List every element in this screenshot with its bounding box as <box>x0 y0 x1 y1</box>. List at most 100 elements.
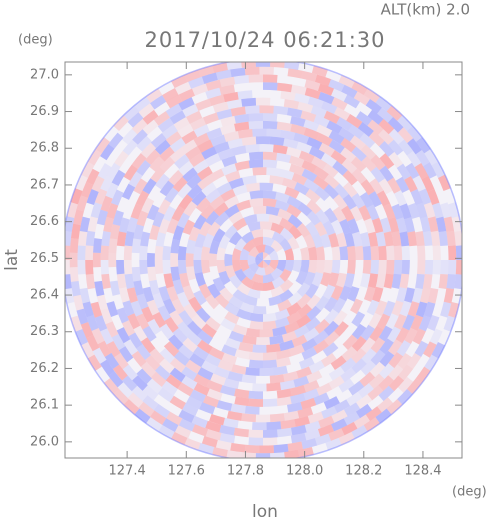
echo-cell <box>111 189 124 206</box>
echo-cell <box>410 189 424 206</box>
echo-cell <box>195 197 211 213</box>
echo-cell <box>314 74 332 87</box>
echo-cell <box>268 214 283 225</box>
echo-cell <box>279 129 296 141</box>
echo-cell <box>401 245 410 260</box>
echo-cell <box>272 144 288 155</box>
echo-cell <box>284 321 300 334</box>
echo-cell <box>157 198 171 215</box>
echo-cell <box>123 399 140 415</box>
echo-cell <box>351 146 367 162</box>
echo-cell <box>331 246 341 260</box>
echo-cell <box>276 260 287 272</box>
echo-cell <box>241 413 257 423</box>
echo-cell <box>158 218 171 234</box>
echo-cell <box>223 378 240 389</box>
echo-cell <box>290 393 306 405</box>
echo-cell <box>159 358 175 374</box>
echo-cell <box>197 330 213 345</box>
echo-cell <box>391 203 404 220</box>
echo-cell <box>188 76 205 89</box>
echo-cell <box>263 198 277 208</box>
echo-cell <box>385 260 395 275</box>
echo-cell <box>116 307 130 324</box>
echo-cell <box>236 308 251 321</box>
echo-cell <box>266 128 282 138</box>
echo-cell <box>109 280 121 296</box>
echo-cell <box>296 282 311 298</box>
echo-cell <box>300 260 310 274</box>
echo-cell <box>138 103 155 119</box>
echo-cell <box>351 335 367 352</box>
echo-cell <box>330 219 344 235</box>
echo-cell <box>251 229 263 239</box>
echo-cell <box>427 314 440 332</box>
echo-cell <box>259 367 274 376</box>
echo-cell <box>360 324 375 341</box>
echo-cell <box>378 385 395 402</box>
echo-cell <box>280 90 296 101</box>
echo-cell <box>248 74 263 83</box>
echo-cell <box>121 128 138 145</box>
echo-cell <box>396 287 408 303</box>
echo-cell <box>361 156 377 172</box>
echo-cell <box>244 66 260 76</box>
echo-cell <box>238 341 254 353</box>
echo-cell <box>340 137 357 153</box>
echo-cell <box>245 144 260 154</box>
echo-cell <box>273 105 289 116</box>
echo-cell <box>123 245 133 260</box>
echo-cell <box>304 87 321 100</box>
echo-cell <box>263 260 269 268</box>
echo-cell <box>286 195 302 209</box>
echo-cell <box>276 396 292 407</box>
echo-cell <box>311 156 328 170</box>
echo-cell <box>185 146 202 161</box>
echo-cell <box>378 325 393 342</box>
echo-cell <box>303 178 320 193</box>
echo-cell <box>176 291 190 308</box>
y-tick-label: 26.3 <box>30 324 59 339</box>
echo-cell <box>324 308 339 325</box>
echo-cell <box>76 195 89 212</box>
echo-cell <box>277 299 292 312</box>
echo-cell <box>366 299 380 316</box>
echo-cell <box>234 349 250 360</box>
echo-cell <box>218 270 231 286</box>
echo-cell <box>303 119 320 132</box>
echo-cell <box>140 231 151 247</box>
echo-cell <box>108 371 124 388</box>
echo-cell <box>248 151 263 161</box>
echo-cell <box>328 375 345 390</box>
echo-cell <box>163 273 174 289</box>
echo-cell <box>103 216 114 233</box>
echo-cell <box>362 245 372 260</box>
echo-cell <box>239 260 250 272</box>
echo-cell <box>379 141 395 157</box>
echo-cell <box>142 109 159 125</box>
echo-cell <box>199 402 216 415</box>
echo-cell <box>201 323 217 338</box>
y-tick-label: 26.0 <box>30 434 59 449</box>
echo-cell <box>231 145 247 156</box>
echo-cell <box>359 133 376 149</box>
echo-cell <box>149 279 160 296</box>
echo-cell <box>117 382 134 398</box>
echo-cell <box>370 349 386 366</box>
echo-cell <box>244 105 260 115</box>
echo-cell <box>186 110 203 124</box>
echo-cell <box>116 273 127 289</box>
echo-cell <box>161 380 178 396</box>
echo-cell <box>219 84 236 96</box>
echo-cell <box>152 312 167 328</box>
echo-cell <box>215 439 232 451</box>
echo-cell <box>136 210 149 227</box>
echo-cell <box>93 238 103 254</box>
echo-cell <box>201 146 218 160</box>
echo-cell <box>123 339 138 356</box>
echo-cell <box>265 205 280 216</box>
echo-cell <box>272 365 288 376</box>
echo-cell <box>243 214 258 225</box>
echo-cell <box>181 130 198 145</box>
echo-cell <box>287 214 303 229</box>
